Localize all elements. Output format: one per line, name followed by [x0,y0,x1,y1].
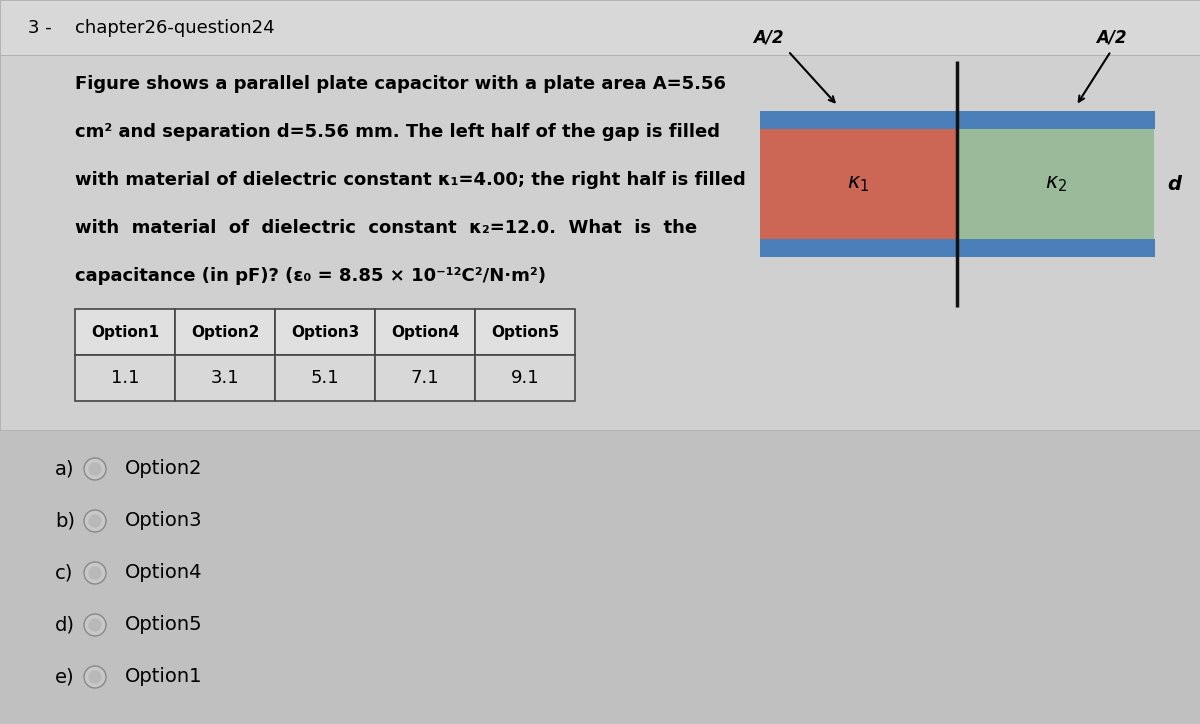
Text: 5.1: 5.1 [311,369,340,387]
Text: A/2: A/2 [1096,29,1127,47]
Bar [374,309,475,355]
Circle shape [84,562,106,584]
Text: c): c) [55,563,73,583]
Text: Option5: Option5 [125,615,203,634]
Text: 3 -: 3 - [28,19,52,37]
Text: Option2: Option2 [191,324,259,340]
Text: Option4: Option4 [391,324,460,340]
Circle shape [84,510,106,532]
Text: 3.1: 3.1 [211,369,239,387]
Text: d): d) [55,615,74,634]
Text: capacitance (in pF)? (ε₀ = 8.85 × 10⁻¹²C²/N·m²): capacitance (in pF)? (ε₀ = 8.85 × 10⁻¹²C… [74,267,546,285]
Text: Option1: Option1 [91,324,160,340]
Text: Option4: Option4 [125,563,203,583]
Text: Option5: Option5 [491,324,559,340]
Text: 7.1: 7.1 [410,369,439,387]
Text: e): e) [55,668,74,686]
Text: A/2: A/2 [754,29,784,47]
Bar [475,309,575,355]
Bar [275,309,374,355]
Text: 9.1: 9.1 [511,369,539,387]
Bar [760,111,1154,129]
Bar [475,355,575,401]
Bar [74,309,175,355]
Text: Option3: Option3 [290,324,359,340]
Text: $\kappa_1$: $\kappa_1$ [847,174,869,194]
Text: cm² and separation d=5.56 mm. The left half of the gap is filled: cm² and separation d=5.56 mm. The left h… [74,123,720,141]
Bar [374,355,475,401]
Bar [175,355,275,401]
Text: Option1: Option1 [125,668,203,686]
Text: Option2: Option2 [125,460,203,479]
Bar [175,309,275,355]
Bar [74,355,175,401]
Text: a): a) [55,460,74,479]
Text: $\kappa_2$: $\kappa_2$ [1045,174,1067,194]
Text: with material of dielectric constant κ₁=4.00; the right half is filled: with material of dielectric constant κ₁=… [74,171,745,189]
Circle shape [89,566,102,580]
Text: Figure shows a parallel plate capacitor with a plate area A=5.56: Figure shows a parallel plate capacitor … [74,75,726,93]
Text: Option3: Option3 [125,511,203,531]
Bar [760,129,958,239]
Circle shape [84,458,106,480]
Text: b): b) [55,511,74,531]
Circle shape [84,666,106,688]
Circle shape [89,618,102,631]
Bar [275,355,374,401]
Text: chapter26-question24: chapter26-question24 [74,19,275,37]
Text: with  material  of  dielectric  constant  κ₂=12.0.  What  is  the: with material of dielectric constant κ₂=… [74,219,697,237]
Circle shape [89,514,102,528]
Text: d: d [1166,174,1181,193]
Bar [0,0,1200,55]
Circle shape [84,614,106,636]
Bar [958,129,1154,239]
Bar [0,55,1200,430]
Text: 1.1: 1.1 [110,369,139,387]
Bar [760,239,1154,257]
Circle shape [89,463,102,476]
Circle shape [89,670,102,683]
